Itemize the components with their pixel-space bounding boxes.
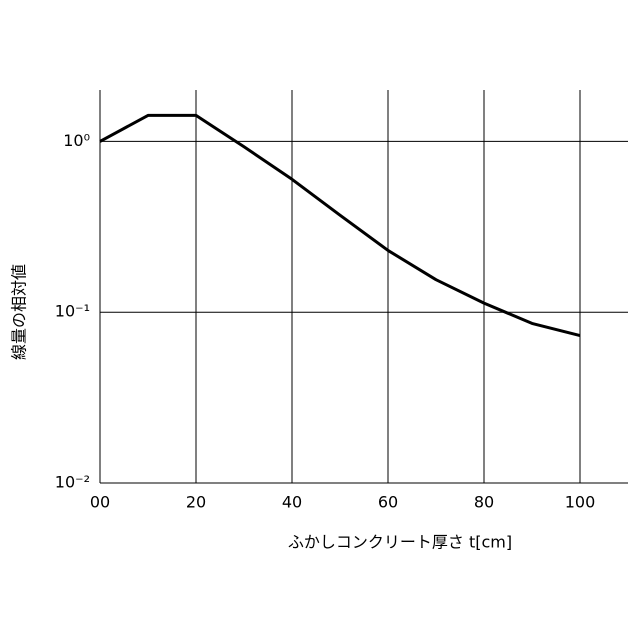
x-tick-label: 20: [186, 493, 206, 512]
x-tick-label: 40: [282, 493, 302, 512]
chart: ふかしコンクリート厚さ t[cm] 線量の相対値 10⁻² 10⁻¹ 10⁰ 00 20…: [0, 0, 640, 640]
y-tick-label: 10⁰: [63, 131, 90, 150]
y-tick-label: 10⁻²: [55, 473, 90, 492]
x-tick-label: 80: [474, 493, 494, 512]
x-tick-label: 100: [565, 493, 596, 512]
y-axis-label: 線量の相対値: [10, 264, 29, 360]
x-tick-label: 60: [378, 493, 398, 512]
y-tick-label: 10⁻¹: [55, 302, 90, 321]
x-tick-label: 00: [90, 493, 110, 512]
x-axis-label: ふかしコンクリート厚さ t[cm]: [288, 533, 512, 552]
data-line: [100, 115, 580, 335]
